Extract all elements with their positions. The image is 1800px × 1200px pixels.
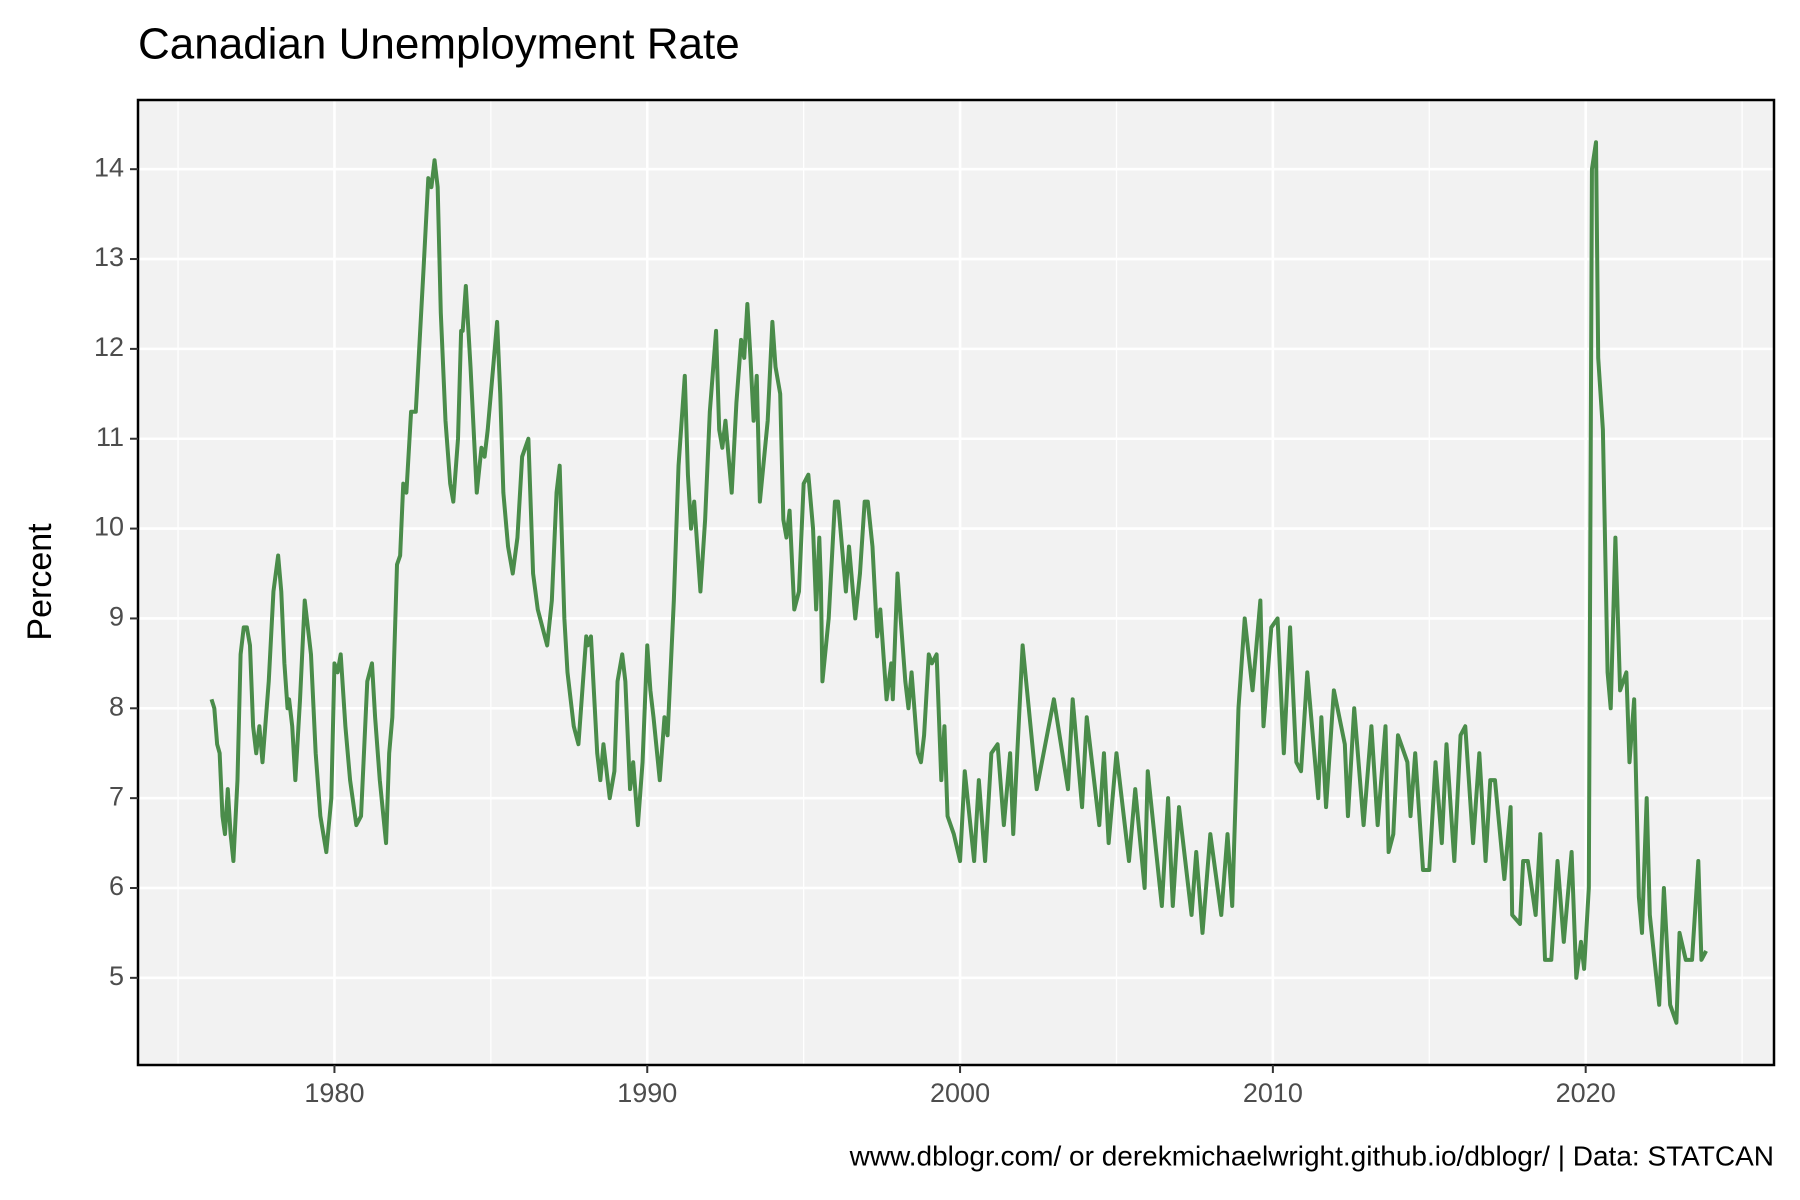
y-tick-label: 6	[109, 871, 124, 901]
x-tick-label: 2000	[930, 1078, 990, 1108]
y-axis-label: Percent	[21, 523, 59, 641]
y-tick-label: 7	[109, 781, 124, 811]
y-tick-label: 14	[94, 152, 124, 182]
caption: www.dblogr.com/ or derekmichaelwright.gi…	[849, 1140, 1774, 1171]
y-tick-label: 11	[96, 422, 124, 452]
y-tick-label: 12	[94, 332, 124, 362]
y-tick-label: 10	[94, 512, 124, 542]
axes: 1980 1990 2000 2010 2020 5 6 7 8 9 10 11 12 13 14	[94, 152, 1616, 1108]
x-tick-label: 2020	[1556, 1078, 1616, 1108]
marks	[209, 140, 1708, 1025]
data-line	[209, 140, 1708, 1025]
x-tick-label: 1980	[304, 1078, 364, 1108]
y-tick-label: 9	[109, 602, 124, 632]
plot-panel	[138, 100, 1774, 1065]
y-tick-label: 8	[109, 691, 124, 721]
plot-border	[136, 98, 1776, 1067]
grid	[138, 100, 1774, 1065]
chart-title: Canadian Unemployment Rate	[138, 20, 740, 69]
x-tick-label: 1990	[617, 1078, 677, 1108]
x-tick-label: 2010	[1243, 1078, 1303, 1108]
y-tick-label: 13	[94, 242, 124, 272]
y-tick-label: 5	[109, 961, 124, 991]
